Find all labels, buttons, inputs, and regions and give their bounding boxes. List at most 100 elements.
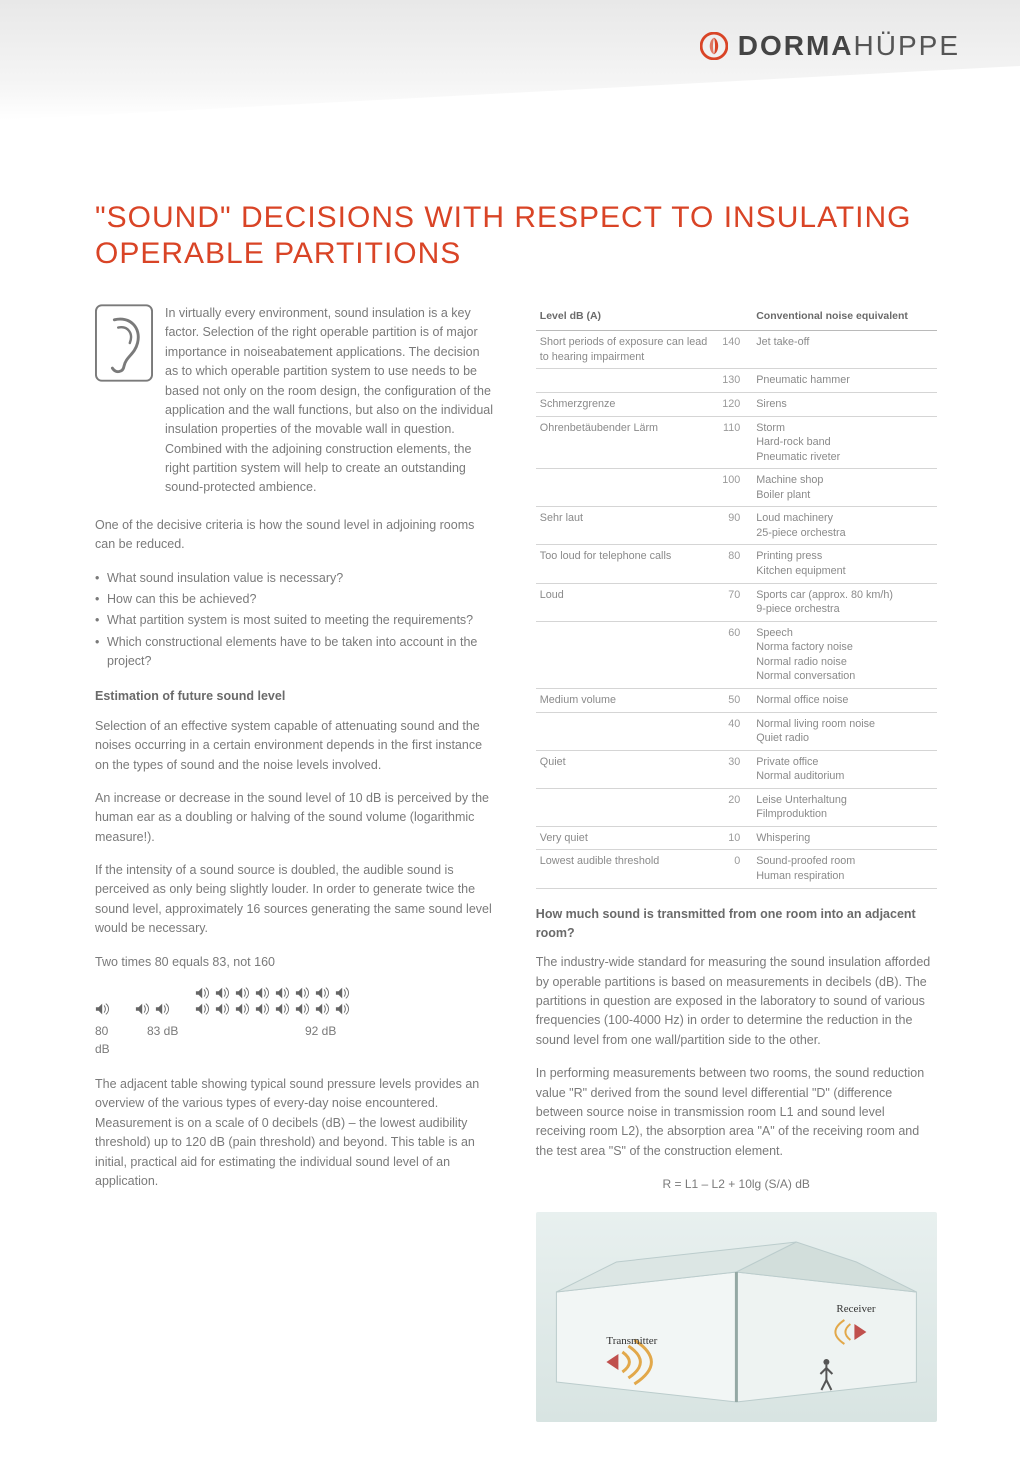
subhead-transmission: How much sound is transmitted from one r… [536, 905, 937, 944]
subhead-estimation: Estimation of future sound level [95, 687, 496, 706]
cell-equiv: Machine shopBoiler plant [752, 469, 936, 507]
intro-para-head: In virtually every environment, sound in… [165, 304, 496, 498]
cell-db: 40 [712, 712, 752, 750]
cell-equiv: Sound-proofed roomHuman respiration [752, 850, 936, 888]
cell-db: 90 [712, 507, 752, 545]
table-row: Medium volume50Normal office noise [536, 688, 937, 712]
table-row: Too loud for telephone calls80Printing p… [536, 545, 937, 583]
para: Selection of an effective system capable… [95, 717, 496, 775]
cell-db: 0 [712, 850, 752, 888]
cell-desc [536, 788, 712, 826]
column-left: In virtually every environment, sound in… [95, 304, 496, 1422]
cell-db: 120 [712, 392, 752, 416]
para: The industry-wide standard for measuring… [536, 953, 937, 1050]
table-row: Schmerzgrenze120Sirens [536, 392, 937, 416]
th-level: Level dB (A) [536, 304, 712, 331]
table-row: Lowest audible threshold0Sound-proofed r… [536, 850, 937, 888]
table-row: Quiet30Private officeNormal auditorium [536, 750, 937, 788]
para: If the intensity of a sound source is do… [95, 861, 496, 939]
cell-equiv: Private officeNormal auditorium [752, 750, 936, 788]
cell-equiv: StormHard-rock bandPneumatic riveter [752, 416, 936, 469]
table-row: Ohrenbetäubender Lärm110StormHard-rock b… [536, 416, 937, 469]
page-title: "SOUND" DECISIONS WITH RESPECT TO INSULA… [95, 200, 930, 272]
cell-db: 100 [712, 469, 752, 507]
cell-desc: Loud [536, 583, 712, 621]
cell-db: 50 [712, 688, 752, 712]
list-item: Which constructional elements have to be… [95, 633, 496, 672]
intro-text: In virtually every environment, sound in… [165, 306, 493, 494]
table-row: Short periods of exposure can lead to he… [536, 331, 937, 369]
cell-db: 110 [712, 416, 752, 469]
cell-equiv: Loud machinery25-piece orchestra [752, 507, 936, 545]
table-row: 60SpeechNorma factory noiseNormal radio … [536, 621, 937, 688]
speaker-icon [95, 1002, 113, 1016]
room-diagram: Transmitter Receiver [536, 1212, 937, 1422]
cell-desc: Very quiet [536, 826, 712, 850]
cell-db: 60 [712, 621, 752, 688]
db-80: 80 dB [95, 1022, 125, 1059]
cell-db: 80 [712, 545, 752, 583]
cell-equiv: Sirens [752, 392, 936, 416]
cell-equiv: Normal office noise [752, 688, 936, 712]
cell-db: 130 [712, 369, 752, 393]
para-criteria: One of the decisive criteria is how the … [95, 516, 496, 555]
cell-desc [536, 369, 712, 393]
cell-equiv: SpeechNorma factory noiseNormal radio no… [752, 621, 936, 688]
cell-desc: Ohrenbetäubender Lärm [536, 416, 712, 469]
cell-desc: Sehr laut [536, 507, 712, 545]
cell-equiv: Jet take-off [752, 331, 936, 369]
th-equiv: Conventional noise equivalent [752, 304, 936, 331]
list-item: What sound insulation value is necessary… [95, 569, 496, 588]
cell-desc: Too loud for telephone calls [536, 545, 712, 583]
brand-logo: DORMAHÜPPE [700, 30, 960, 62]
speaker-icon [155, 1002, 173, 1016]
table-row: 100Machine shopBoiler plant [536, 469, 937, 507]
list-item: What partition system is most suited to … [95, 611, 496, 630]
cell-desc [536, 712, 712, 750]
logo-mark-icon [700, 32, 728, 60]
para-equals: Two times 80 equals 83, not 160 [95, 953, 496, 972]
table-row: 20Leise UnterhaltungFilmproduktion [536, 788, 937, 826]
ear-icon [95, 304, 153, 382]
cell-equiv: Leise UnterhaltungFilmproduktion [752, 788, 936, 826]
para: An increase or decrease in the sound lev… [95, 789, 496, 847]
logo-text: DORMAHÜPPE [738, 30, 960, 62]
sound-level-table: Level dB (A) Conventional noise equivale… [536, 304, 937, 889]
cell-desc [536, 469, 712, 507]
content: "SOUND" DECISIONS WITH RESPECT TO INSULA… [0, 0, 1020, 1482]
cell-desc: Quiet [536, 750, 712, 788]
cell-db: 140 [712, 331, 752, 369]
cell-db: 20 [712, 788, 752, 826]
page: DORMAHÜPPE "SOUND" DECISIONS WITH RESPEC… [0, 0, 1020, 1482]
para-table-desc: The adjacent table showing typical sound… [95, 1075, 496, 1191]
column-right: Level dB (A) Conventional noise equivale… [536, 304, 937, 1422]
table-row: Loud70Sports car (approx. 80 km/h)9-piec… [536, 583, 937, 621]
para: In performing measurements between two r… [536, 1064, 937, 1161]
table-row: 40Normal living room noiseQuiet radio [536, 712, 937, 750]
cell-db: 70 [712, 583, 752, 621]
db-83: 83 dB [147, 1022, 195, 1059]
cell-desc: Medium volume [536, 688, 712, 712]
label-transmitter: Transmitter [606, 1335, 657, 1347]
question-list: What sound insulation value is necessary… [95, 569, 496, 672]
label-receiver: Receiver [836, 1303, 875, 1315]
table-row: Sehr laut90Loud machinery25-piece orches… [536, 507, 937, 545]
cell-db: 10 [712, 826, 752, 850]
cell-desc: Lowest audible threshold [536, 850, 712, 888]
cell-desc [536, 621, 712, 688]
db-92: 92 dB [305, 1022, 336, 1059]
table-row: 130Pneumatic hammer [536, 369, 937, 393]
table-row: Very quiet10Whispering [536, 826, 937, 850]
db-labels: 80 dB 83 dB 92 dB [95, 1022, 496, 1059]
cell-equiv: Sports car (approx. 80 km/h)9-piece orch… [752, 583, 936, 621]
cell-equiv: Printing pressKitchen equipment [752, 545, 936, 583]
formula: R = L1 – L2 + 10lg (S/A) dB [536, 1175, 937, 1194]
cell-db: 30 [712, 750, 752, 788]
speaker-diagram [95, 986, 496, 1016]
cell-desc: Short periods of exposure can lead to he… [536, 331, 712, 369]
cell-equiv: Pneumatic hammer [752, 369, 936, 393]
list-item: How can this be achieved? [95, 590, 496, 609]
speaker-grid-16 [195, 986, 353, 1016]
speaker-icon [135, 1002, 153, 1016]
cell-equiv: Whispering [752, 826, 936, 850]
